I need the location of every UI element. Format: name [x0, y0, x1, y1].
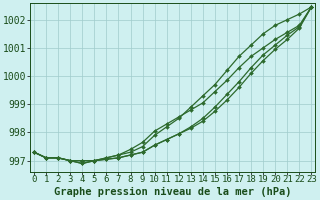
X-axis label: Graphe pression niveau de la mer (hPa): Graphe pression niveau de la mer (hPa): [54, 187, 292, 197]
